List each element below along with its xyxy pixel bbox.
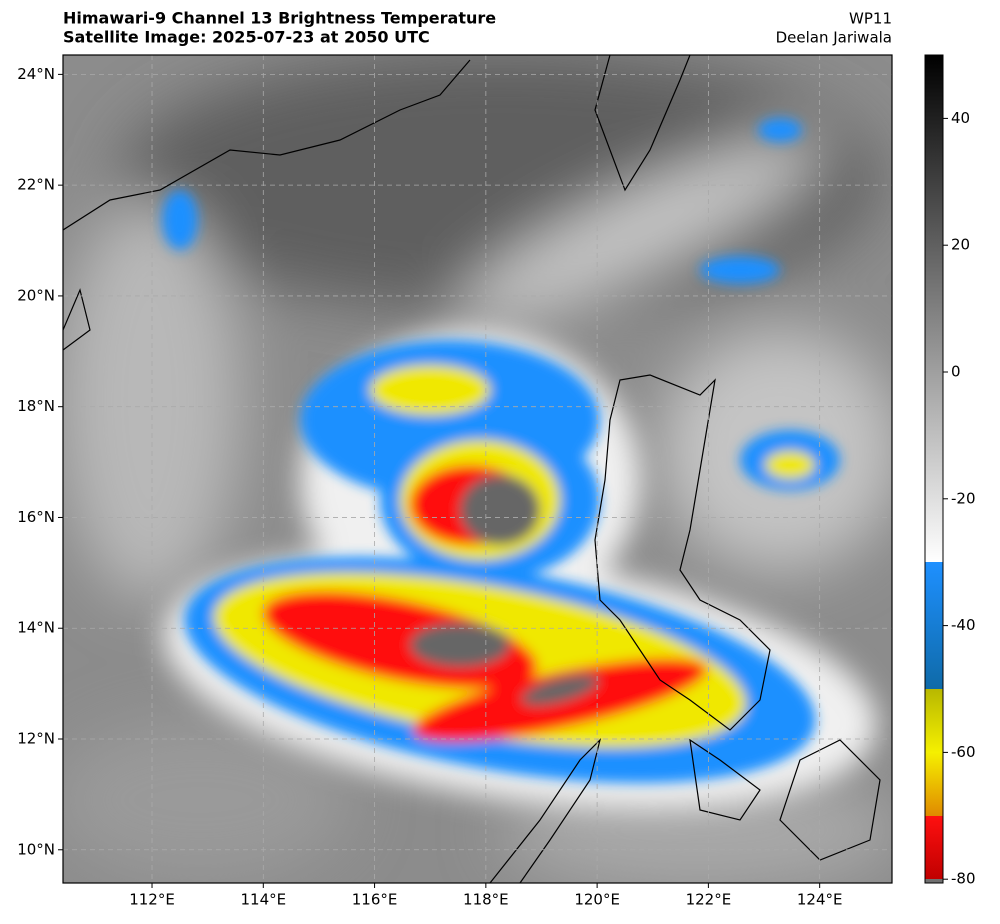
colorbar-tick-label: -20: [951, 489, 976, 507]
colorbar: 40 20 0 -20 -40 -60 -80: [924, 54, 976, 888]
colorbar-tick-label: 0: [951, 362, 961, 380]
y-tick-label: 14°N: [17, 619, 55, 637]
x-tick-label: 122°E: [686, 891, 732, 909]
y-tick-label: 12°N: [17, 730, 55, 748]
y-tick-label: 20°N: [17, 286, 55, 304]
chart-subtitle: Satellite Image: 2025-07-23 at 2050 UTC: [63, 28, 430, 47]
colorbar-tick-label: -80: [951, 870, 976, 888]
x-tick-label: 120°E: [574, 891, 620, 909]
colorbar-tick-label: -40: [951, 616, 976, 634]
x-tick-label: 124°E: [797, 891, 843, 909]
y-tick-label: 16°N: [17, 508, 55, 526]
y-tick-label: 22°N: [17, 176, 55, 194]
colorbar-tick-label: -60: [951, 743, 976, 761]
y-tick-label: 18°N: [17, 397, 55, 415]
x-tick-label: 118°E: [463, 891, 509, 909]
y-tick-label: 10°N: [17, 840, 55, 858]
satellite-imagery: [63, 55, 892, 883]
colorbar-tick-label: 40: [951, 109, 970, 127]
colorbar-tick-label: 20: [951, 236, 970, 254]
coastlines: [63, 55, 881, 883]
grid: [63, 55, 892, 883]
y-tick-label: 24°N: [17, 65, 55, 83]
x-tick-label: 112°E: [129, 891, 175, 909]
chart-title: Himawari-9 Channel 13 Brightness Tempera…: [63, 9, 496, 28]
x-tick-label: 114°E: [240, 891, 286, 909]
colorbar-scale: [924, 54, 944, 884]
author: Deelan Jariwala: [776, 29, 892, 47]
x-tick-label: 116°E: [352, 891, 398, 909]
storm-id: WP11: [849, 10, 892, 28]
map-frame: [62, 54, 893, 884]
